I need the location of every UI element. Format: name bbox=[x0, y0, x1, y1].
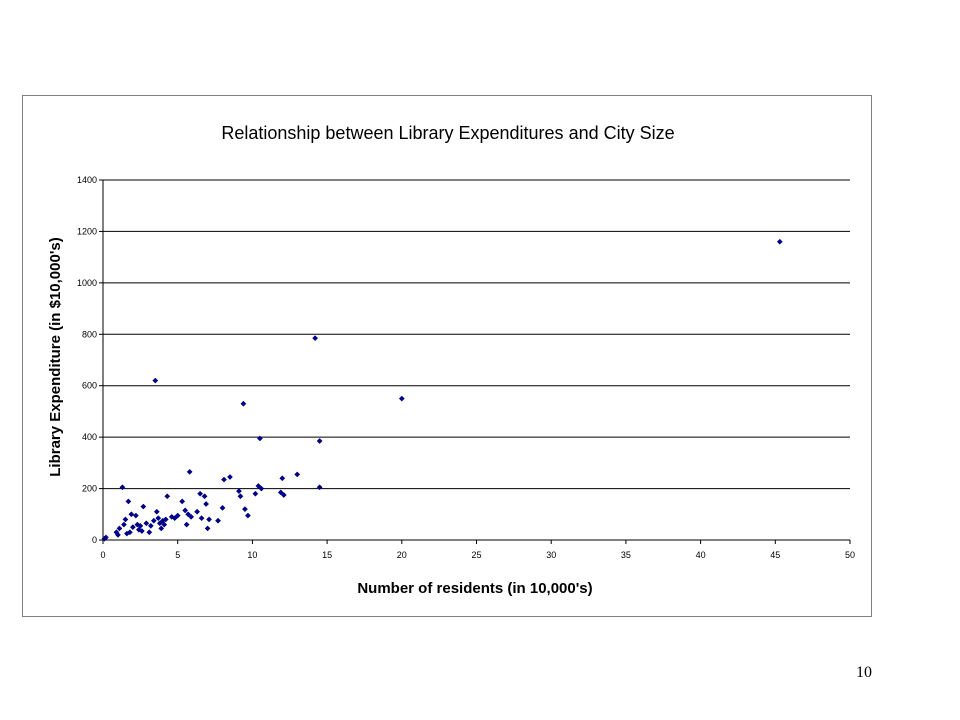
scatter-chart: Relationship between Library Expenditure… bbox=[47, 123, 855, 597]
data-point bbox=[312, 335, 319, 342]
data-point bbox=[152, 377, 159, 384]
data-point bbox=[161, 521, 168, 528]
data-point bbox=[197, 490, 204, 497]
data-point bbox=[194, 508, 201, 515]
x-tick-label: 5 bbox=[175, 550, 180, 560]
x-tick-label: 0 bbox=[100, 550, 105, 560]
data-point bbox=[186, 468, 193, 475]
data-point bbox=[204, 525, 211, 532]
data-point bbox=[252, 490, 259, 497]
data-point bbox=[150, 517, 157, 524]
data-point bbox=[168, 513, 175, 520]
data-point bbox=[215, 517, 221, 524]
data-point bbox=[244, 512, 251, 519]
data-point bbox=[316, 484, 323, 491]
data-point bbox=[203, 501, 210, 507]
data-point bbox=[198, 515, 205, 522]
data-point bbox=[182, 507, 189, 514]
data-point bbox=[158, 525, 165, 532]
data-point bbox=[227, 474, 233, 480]
data-point bbox=[164, 493, 171, 500]
y-tick-label: 600 bbox=[82, 381, 97, 391]
data-point bbox=[132, 512, 139, 519]
x-tick-label: 15 bbox=[322, 550, 332, 560]
y-tick-label: 200 bbox=[82, 484, 97, 494]
data-point bbox=[255, 483, 262, 489]
x-tick-label: 35 bbox=[621, 550, 631, 560]
data-point bbox=[240, 400, 247, 407]
data-point bbox=[237, 493, 244, 500]
data-point bbox=[156, 520, 163, 527]
x-tick-label: 50 bbox=[845, 550, 855, 560]
x-tick-label: 40 bbox=[696, 550, 706, 560]
data-point bbox=[143, 520, 150, 527]
data-point bbox=[140, 503, 147, 510]
data-point bbox=[188, 513, 195, 520]
x-tick-label: 25 bbox=[471, 550, 481, 560]
y-tick-label: 1200 bbox=[77, 226, 97, 236]
data-point bbox=[398, 395, 405, 402]
data-point bbox=[126, 529, 133, 536]
y-tick-label: 1000 bbox=[77, 278, 97, 288]
y-tick-label: 400 bbox=[82, 432, 97, 442]
tick-layer: 0 200 400 600 800 1000 1200 1400 0 5 10 15 20 25 30 35 4… bbox=[77, 175, 855, 560]
x-tick-label: 45 bbox=[770, 550, 780, 560]
y-tick-label: 1400 bbox=[77, 175, 97, 185]
y-tick-label: 800 bbox=[82, 329, 97, 339]
data-point bbox=[280, 492, 287, 498]
x-tick-label: 10 bbox=[247, 550, 257, 560]
data-point bbox=[206, 516, 213, 523]
data-point bbox=[155, 515, 162, 522]
data-point bbox=[776, 238, 783, 245]
data-point bbox=[122, 516, 129, 523]
x-tick-label: 30 bbox=[546, 550, 556, 560]
data-point bbox=[241, 506, 248, 513]
data-point bbox=[146, 529, 153, 536]
data-point bbox=[119, 484, 126, 491]
data-point bbox=[294, 471, 301, 478]
data-point bbox=[185, 511, 192, 518]
data-point bbox=[256, 435, 263, 442]
data-point bbox=[219, 504, 226, 511]
x-axis-title: Number of residents (in 10,000's) bbox=[357, 580, 592, 597]
data-point bbox=[153, 508, 160, 515]
data-point bbox=[162, 516, 169, 523]
data-point bbox=[137, 522, 144, 529]
data-point bbox=[125, 498, 132, 505]
chart-area: Relationship between Library Expenditure… bbox=[22, 95, 872, 617]
point-layer bbox=[101, 238, 783, 542]
data-point bbox=[103, 534, 109, 541]
data-point bbox=[134, 521, 141, 528]
data-point bbox=[138, 528, 145, 534]
data-point bbox=[221, 476, 227, 483]
data-point bbox=[114, 531, 121, 538]
data-point bbox=[183, 521, 190, 528]
chart-title: Relationship between Library Expenditure… bbox=[221, 123, 674, 143]
y-axis-title: Library Expenditure (in $10,000's) bbox=[47, 237, 64, 477]
data-point bbox=[171, 515, 178, 522]
data-point bbox=[201, 493, 208, 500]
y-tick-label: 0 bbox=[92, 535, 97, 545]
page-number: 10 bbox=[856, 664, 872, 681]
data-point bbox=[277, 489, 284, 496]
data-point bbox=[179, 498, 186, 505]
data-point bbox=[174, 512, 181, 519]
data-point bbox=[128, 511, 135, 518]
data-point bbox=[316, 438, 323, 444]
data-point bbox=[120, 521, 127, 528]
data-point bbox=[129, 524, 136, 531]
data-point bbox=[279, 475, 286, 482]
data-point bbox=[116, 525, 123, 532]
data-point bbox=[236, 488, 242, 495]
x-tick-label: 20 bbox=[397, 550, 407, 560]
grid-layer bbox=[103, 179, 850, 541]
data-point bbox=[258, 485, 265, 492]
data-point bbox=[147, 522, 154, 529]
